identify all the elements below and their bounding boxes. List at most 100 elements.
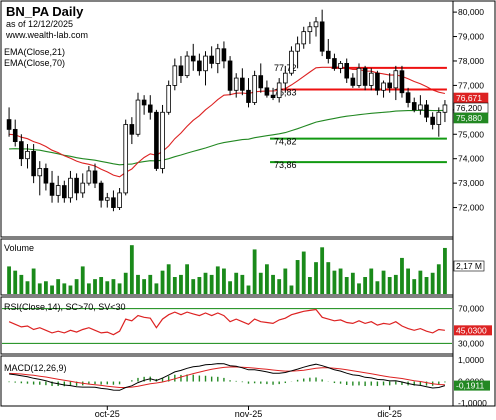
candle-body [197,60,202,72]
candle-body [104,197,110,201]
volume-bars: 2,17 M [7,245,485,294]
candle-body [375,72,380,91]
volume-bar [443,247,447,294]
candle-body [86,170,92,184]
volume-bar [74,279,79,294]
volume-bar [93,279,97,294]
candle-body [98,182,104,201]
candle-body [184,55,190,77]
price-tick-label: 79,000 [458,32,484,42]
volume-bar [375,281,380,294]
volume-bar [191,279,196,294]
candle-body [381,82,386,91]
volume-bar [31,268,36,294]
rsi-last-value: 45,0300 [456,325,487,335]
volume-bar [13,270,18,294]
candle-body [270,94,276,99]
x-tick-label: dic-25 [377,409,402,419]
volume-bar [123,272,128,294]
rsi-line [8,308,445,336]
candle-body [418,104,423,111]
candle-body [405,92,411,103]
volume-bar [129,245,134,294]
volume-bar [228,281,232,294]
price-tick-label: 72,000 [458,203,484,213]
volume-bar [215,266,220,294]
candle-body [25,150,30,160]
volume-last-badge [453,260,485,272]
volume-bar [7,266,11,294]
macd-title: MACD(12,26,9) [4,363,67,373]
candle-body [356,67,362,86]
volume-bar [166,264,171,294]
volume-bar [314,262,318,294]
price-tick-label: 80,000 [458,7,484,17]
candle-body [240,77,245,91]
volume-bar [320,247,325,294]
volume-bar [246,285,251,294]
candle-body [442,104,448,113]
last-value-text: 76,200 [456,103,482,113]
volume-bar [222,268,226,294]
candle-body [6,119,12,130]
price-tick-label: 78,000 [458,56,484,66]
volume-bar [203,272,208,294]
candle-body [430,116,435,125]
candle-body [338,63,343,69]
candle-body [227,60,233,91]
volume-bar [350,272,355,294]
candle-body [154,111,159,169]
macd-tick-label: 1,0000 [458,355,484,365]
rsi-series: 70,000 30,000 45,0300 [2,304,492,348]
volume-bar [209,274,214,294]
candle-body [411,102,417,111]
candle-body [203,55,208,72]
candle-body [307,26,313,33]
candle-body [166,85,171,113]
candlesticks [6,9,448,212]
candle-body [221,48,227,62]
ema-long-line [9,109,445,166]
volume-bar [172,277,177,294]
chart-title: BN_PA Daily [6,4,84,19]
volume-bar [418,270,423,294]
candle-body [111,197,116,208]
candle-body [252,75,257,103]
candle-body [344,63,350,79]
last-value-text: 75,880 [456,113,482,123]
candle-body [301,31,307,45]
volume-bar [117,283,122,294]
candle-body [62,185,67,199]
volume-bar [326,262,331,294]
macd-last-value: -0,1911 [456,381,484,391]
volume-bar [393,274,398,294]
candle-body [172,65,178,86]
candle-body [190,55,196,62]
volume-bar [338,268,343,294]
volume-bar [50,285,54,294]
price-tick-label: 77,000 [458,80,484,90]
candle-body [319,21,325,52]
volume-bar [412,279,417,294]
volume-bar [295,260,300,294]
candle-body [350,77,356,86]
volume-bar [25,281,30,294]
volume-bar [289,285,294,294]
ema-short-line [9,66,446,178]
volume-bar [136,274,140,294]
volume-bar [363,277,368,294]
volume-bar [19,274,24,294]
ema-short-label: EMA(Close,21) [4,47,65,57]
volume-bar [99,277,104,294]
volume-bar [148,274,153,294]
candle-body [362,67,368,86]
candle-body [80,182,86,194]
as-of-date: as of 12/12/2025 [6,19,73,29]
right-axis [452,0,496,407]
candle-body [19,141,24,160]
volume-bar [387,277,392,294]
candle-body [147,104,153,113]
candle-body [332,58,337,69]
candle-body [49,182,55,196]
